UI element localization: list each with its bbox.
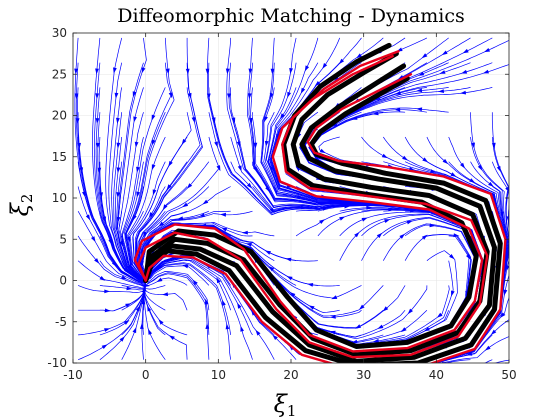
demonstration-curve [143,75,503,363]
streamline [147,272,210,335]
streamline [121,136,145,282]
y-axis-label-base: ξ [6,201,34,216]
streamline [77,260,147,289]
x-tick-label: 50 [501,368,516,382]
y-tick-label: 20 [52,109,67,123]
streamline-arrow [168,92,173,99]
streamline [127,136,166,279]
reproduction-curve [137,50,489,359]
y-tick-label: 15 [52,150,67,164]
streamline [126,37,175,280]
streamline-arrow [237,165,242,172]
x-tick-label: 20 [283,368,298,382]
streamline [75,62,145,284]
streamline [116,62,145,283]
axis-ticks: -10 0 10 20 30 40 50 -10 -5 0 5 10 15 20 25 30 [47,26,516,382]
streamline-arrow [264,250,271,255]
x-tick-label: -10 [63,368,83,382]
y-axis-label-sub: 2 [18,194,36,204]
demonstration-curve [143,63,497,363]
streamline [99,283,146,336]
streamline [129,161,166,281]
x-tick-label: 30 [356,368,371,382]
streamline [95,87,142,282]
y-tick-label: 30 [52,26,67,40]
streamline [144,282,188,336]
y-tick-label: 0 [59,274,67,288]
streamline [147,271,210,311]
streamline-arrow [286,276,293,281]
streamline [99,284,146,291]
streamline [147,273,210,360]
streamline-arrow [355,324,362,329]
reproduction-curve [144,73,507,363]
streamline [143,277,188,287]
streamline [124,62,172,280]
streamline [121,284,147,290]
streamline [124,161,144,279]
streamline [132,112,192,279]
x-axis-label-sub: 1 [287,402,297,420]
x-tick-label: 40 [429,368,444,382]
streamline [148,263,232,360]
x-axis-label: ξ1 [274,390,297,420]
streamline [148,259,253,360]
streamline [105,37,143,283]
y-tick-label: 10 [52,191,67,205]
streamline [135,87,201,278]
y-tick-label: 25 [52,67,67,81]
streamline [120,112,144,280]
chart-title: Diffeomorphic Matching - Dynamics [117,5,464,27]
streamline [111,87,144,283]
streamline [143,284,166,360]
streamline-arrow [125,303,132,308]
streamline [149,265,210,286]
streamline-arrow [216,277,221,284]
streamline [92,37,143,283]
streamline [144,282,188,360]
streamline-arrow [216,165,221,172]
streamline [147,257,253,336]
streamline [116,37,147,281]
streamline [148,262,232,335]
streamline-arrow [264,116,268,123]
reproduction-curve [133,54,484,353]
streamline-arrow [287,91,291,98]
streamline-arrow [221,227,228,232]
streamline [149,259,232,311]
streamline-arrow [141,67,146,74]
streamline-arrow [482,69,489,74]
streamline [114,136,144,282]
streamline [140,222,275,277]
x-tick-label: 10 [211,368,226,382]
streamline-arrow [204,298,209,305]
streamline [138,186,210,279]
x-axis-label-base: ξ [274,390,289,418]
streamline [147,257,275,360]
streamline [139,210,253,278]
streamline [74,37,145,284]
streamline-arrow [466,254,471,260]
y-tick-label: -5 [55,315,67,329]
streamline [99,235,143,284]
streamline [77,211,144,285]
streamline [139,186,231,278]
x-tick-label: 0 [142,368,150,382]
y-axis-label: ξ2 [6,194,36,217]
reproduction-trajectories [133,50,507,363]
streamline [122,87,166,280]
streamline [121,283,146,360]
y-tick-label: -10 [47,356,67,370]
streamline-arrow [151,139,156,146]
streamline-arrow [439,70,446,74]
streamline [108,62,144,283]
y-tick-label: 5 [59,232,67,246]
streamline [136,37,203,278]
